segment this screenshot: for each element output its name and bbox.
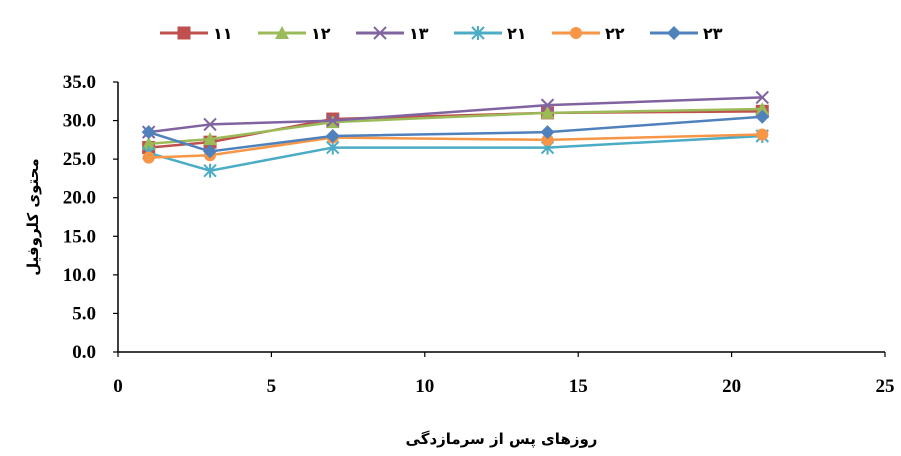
legend-label: ۱۳ <box>409 24 429 43</box>
data-point <box>325 129 340 143</box>
legend-item: ۲۲ <box>552 24 625 43</box>
data-point <box>540 125 555 140</box>
legend: ۱۱ ۱۲ ۱۳ ۲۱ ۲۲ ۲۳ <box>160 24 723 43</box>
data-point <box>755 109 770 124</box>
data-point <box>203 163 217 178</box>
legend-marker <box>373 26 387 40</box>
axes: 0 5 10 15 20 25 0.0 5.0 10.0 15.0 20.0 25.0 30.0 35.0 <box>63 72 895 397</box>
legend-label: ۲۳ <box>703 24 723 43</box>
series-line <box>148 133 763 159</box>
y-tick-label: 5.0 <box>72 303 96 324</box>
series-layer <box>141 90 770 178</box>
x-tick-label: 0 <box>113 376 123 397</box>
y-tick-label: 0.0 <box>72 342 96 363</box>
legend-label: ۱۱ <box>213 24 233 43</box>
data-point <box>541 133 554 146</box>
x-tick-label: 5 <box>267 376 277 397</box>
data-point <box>755 102 770 115</box>
legend-item: ۱۲ <box>258 24 331 43</box>
y-tick-label: 25.0 <box>63 149 96 170</box>
x-tick-label: 20 <box>722 376 741 397</box>
x-tick-label: 15 <box>569 376 588 397</box>
legend-marker <box>570 27 582 39</box>
y-tick-label: 15.0 <box>63 226 96 247</box>
y-tick-label: 35.0 <box>63 72 96 93</box>
legend-marker <box>471 26 485 40</box>
legend-marker <box>177 26 191 40</box>
y-tick-label: 20.0 <box>63 188 96 209</box>
data-point <box>540 98 555 112</box>
x-axis-title: روزهای پس از سرمازدگی <box>406 430 598 449</box>
data-point <box>141 136 156 150</box>
data-point <box>141 125 156 140</box>
data-point <box>142 151 155 164</box>
legend-marker <box>667 26 681 40</box>
series-3 <box>141 90 769 139</box>
y-tick-label: 30.0 <box>63 111 96 132</box>
legend-label: ۲۲ <box>605 24 625 43</box>
data-point <box>540 105 555 119</box>
data-point <box>755 90 769 105</box>
data-point <box>203 144 218 159</box>
legend-label: ۱۲ <box>311 24 331 43</box>
series-2 <box>141 102 770 150</box>
data-point <box>203 117 217 132</box>
x-tick-label: 25 <box>876 376 895 397</box>
y-axis-title: محتوی کلروفیل <box>24 158 42 275</box>
legend-item: ۲۱ <box>454 24 527 43</box>
legend-label: ۲۱ <box>507 24 527 43</box>
y-tick-label: 10.0 <box>63 265 96 286</box>
legend-marker <box>275 26 289 39</box>
series-line <box>148 134 763 172</box>
legend-item: ۱۱ <box>160 24 233 43</box>
x-tick-label: 10 <box>415 376 434 397</box>
legend-item: ۱۳ <box>356 24 429 43</box>
data-point <box>756 128 769 141</box>
data-point <box>203 132 218 146</box>
legend-item: ۲۳ <box>650 24 723 43</box>
series-6 <box>141 109 770 159</box>
data-point <box>326 113 340 128</box>
